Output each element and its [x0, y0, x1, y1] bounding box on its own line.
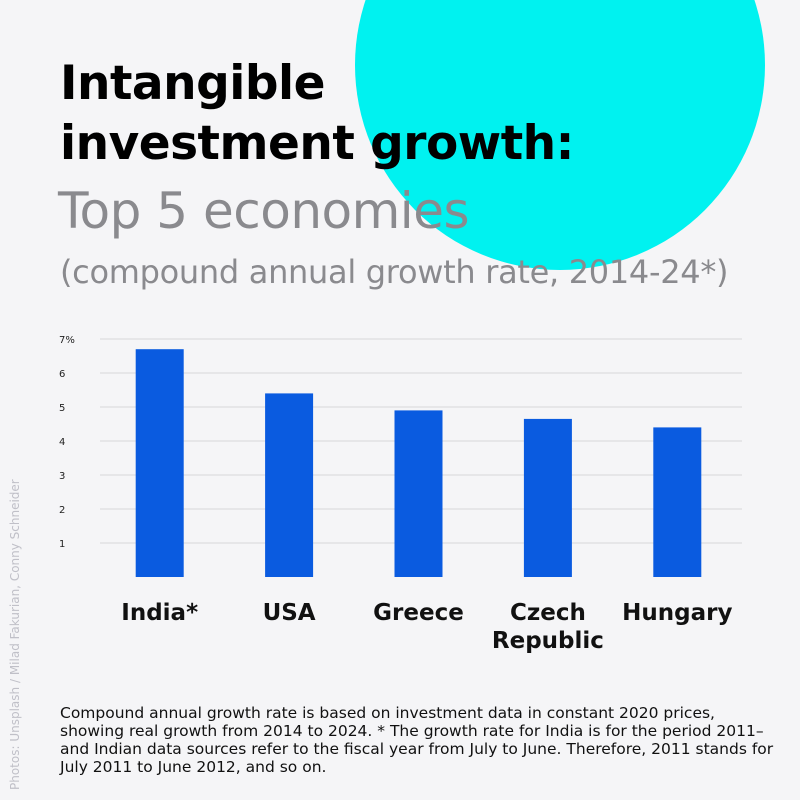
y-tick-label: 4 [59, 437, 65, 448]
x-tick-label-line: India* [121, 600, 198, 626]
footnote: Compound annual growth rate is based on … [60, 704, 774, 776]
bar [523, 418, 572, 577]
y-tick-label: 5 [59, 403, 65, 414]
y-tick-label: 7% [59, 335, 75, 346]
bar [653, 427, 702, 577]
y-tick-label: 3 [59, 471, 65, 482]
x-tick-label-line: Republic [492, 628, 604, 654]
bar [394, 410, 443, 577]
bar [265, 393, 314, 577]
bar [135, 349, 184, 577]
x-tick-label: Greece [373, 600, 464, 626]
y-tick-label: 2 [59, 505, 65, 516]
title-line-1: Intangible [60, 56, 325, 111]
x-tick-label: India* [121, 600, 198, 626]
x-tick-label: Hungary [622, 600, 732, 626]
x-tick-label: Czech Republic [492, 600, 604, 654]
x-tick-label: USA [263, 600, 316, 626]
page-title: Intangible investment growth: [60, 54, 574, 174]
x-tick-label-line: Czech [510, 600, 586, 626]
chart-subtitle-detail: (compound annual growth rate, 2014-24*) [60, 253, 729, 291]
y-tick-label: 6 [59, 369, 65, 380]
photo-credit: Photos: Unsplash / Milad Fakurian, Conny… [8, 479, 22, 790]
x-tick-label-line: Greece [373, 600, 464, 626]
x-tick-label-line: USA [263, 600, 316, 626]
x-tick-label-line: Hungary [622, 600, 732, 626]
y-tick-label: 1 [59, 539, 65, 550]
title-line-2: investment growth: [60, 116, 574, 171]
chart-subtitle: Top 5 economies [58, 182, 470, 240]
